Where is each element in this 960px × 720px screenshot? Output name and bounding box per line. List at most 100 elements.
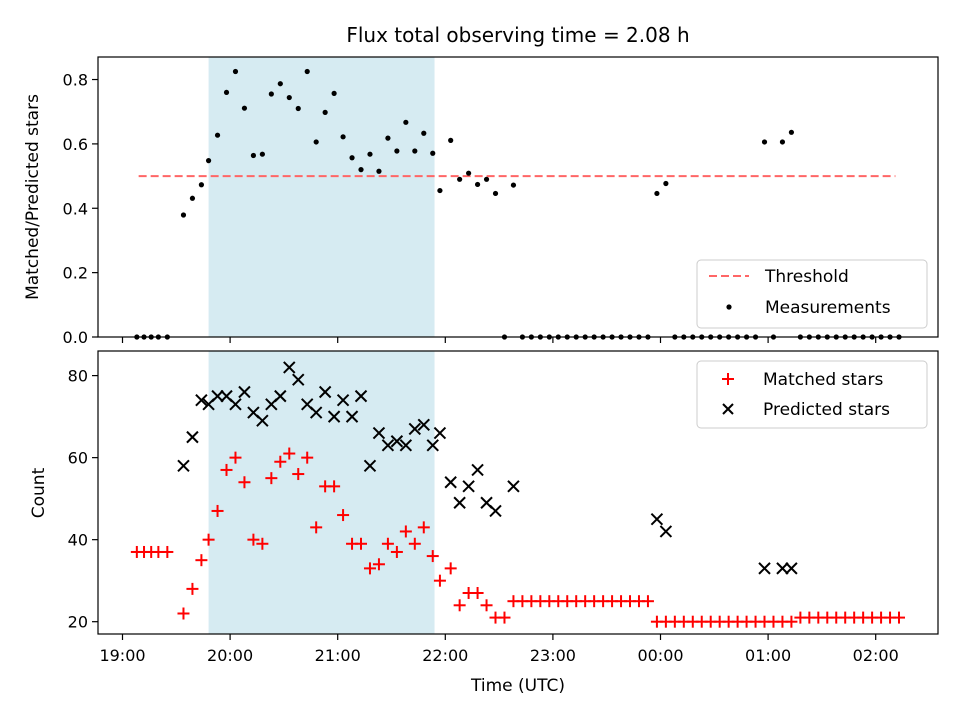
- measurement-point: [483, 176, 490, 182]
- measurement-point: [277, 81, 283, 87]
- top-shaded-span: [208, 57, 435, 337]
- measurement-point: [448, 137, 454, 143]
- measurement-point: [223, 89, 230, 96]
- bottom-axes-frame: [97, 350, 939, 635]
- measurement-point: [457, 176, 463, 182]
- matched-point: [247, 533, 260, 546]
- matched-point: [328, 480, 341, 493]
- matched-point: [256, 537, 269, 550]
- measurement-point: [663, 180, 669, 187]
- x-tick-label: 20:00: [207, 646, 253, 665]
- x-tick-label: 23:00: [530, 646, 576, 665]
- legend-threshold-label: Threshold: [764, 267, 849, 287]
- bottom-panel: 20 40 60 80 19:00 20:00 21:00 22:00 23:00 00:00 0…: [29, 350, 939, 696]
- y-tick-label: 0.6: [63, 135, 88, 154]
- legend-measurements-swatch: [726, 304, 732, 310]
- predicted-point: [363, 459, 377, 473]
- measurement-point: [358, 167, 364, 173]
- matched-point: [229, 451, 242, 464]
- predicted-point: [399, 439, 413, 452]
- measurement-point: [761, 139, 768, 145]
- measurement-point: [654, 190, 660, 197]
- measurement-point: [250, 152, 257, 159]
- measurement-point: [313, 139, 319, 145]
- matched-point: [274, 455, 287, 468]
- top-title: Flux total observing time = 2.08 h: [346, 23, 689, 47]
- bottom-x-axis: 19:00 20:00 21:00 22:00 23:00 00:00 01:00 02:00: [99, 634, 899, 665]
- predicted-point: [177, 459, 190, 473]
- predicted-point: [354, 389, 368, 403]
- top-legend: Threshold Measurements: [696, 259, 928, 329]
- measurement-point: [349, 155, 355, 161]
- y-tick-label: 80: [68, 367, 88, 386]
- measurement-point: [474, 181, 481, 188]
- predicted-point: [489, 504, 502, 518]
- measurement-point: [412, 148, 418, 154]
- matched-point: [202, 533, 215, 546]
- measurement-point: [430, 150, 436, 156]
- predicted-point: [507, 480, 520, 493]
- matched-point: [238, 476, 251, 489]
- x-tick-label: 01:00: [745, 646, 791, 665]
- legend-matched-swatch: [722, 373, 734, 385]
- x-tick-label: 02:00: [853, 646, 899, 665]
- measurement-point: [385, 135, 391, 141]
- predicted-point: [318, 385, 332, 399]
- legend-predicted-label: Predicted stars: [763, 400, 890, 420]
- predicted-point: [229, 398, 242, 411]
- measurement-point: [198, 182, 205, 188]
- y-tick-label: 0.4: [63, 199, 88, 218]
- matched-point: [310, 521, 323, 534]
- bottom-y-axis: 20 40 60 80: [68, 367, 98, 632]
- matched-point: [417, 521, 430, 534]
- predicted-point: [292, 373, 305, 386]
- matched-point: [893, 611, 906, 624]
- top-legend-box: [696, 259, 928, 329]
- measurement-point: [367, 151, 373, 157]
- top-axes-frame: [97, 56, 939, 338]
- predicted-point: [211, 389, 224, 403]
- matched-point: [453, 599, 466, 612]
- bottom-x-label: Time (UTC): [470, 676, 565, 696]
- predicted-point: [309, 406, 323, 419]
- predicted-point: [417, 418, 430, 432]
- measurement-point: [214, 132, 221, 138]
- predicted-point: [336, 394, 350, 407]
- measurement-point: [376, 168, 382, 174]
- bottom-legend-box: [696, 360, 928, 429]
- measurement-point: [788, 129, 795, 135]
- predicted-point: [238, 385, 251, 399]
- matched-point: [265, 472, 278, 485]
- predicted-point: [776, 562, 789, 575]
- matched-point: [498, 611, 511, 624]
- y-tick-label: 0.0: [63, 328, 88, 347]
- predicted-point: [327, 410, 341, 423]
- legend-matched-label: Matched stars: [763, 370, 883, 390]
- legend-predicted-swatch: [722, 403, 734, 415]
- predicted-point: [195, 394, 208, 407]
- matched-point: [177, 607, 190, 620]
- x-tick-label: 19:00: [99, 646, 145, 665]
- bottom-marks: [130, 361, 906, 628]
- matched-point: [426, 550, 439, 563]
- measurement-point: [510, 182, 517, 188]
- measurement-point: [322, 109, 328, 115]
- matched-point: [220, 463, 233, 476]
- predicted-point: [345, 410, 359, 423]
- matched-point: [292, 468, 305, 481]
- measurement-point: [331, 90, 337, 96]
- predicted-point: [390, 435, 404, 448]
- matched-point: [283, 447, 296, 460]
- matched-point: [390, 545, 403, 558]
- matched-point: [301, 451, 314, 464]
- predicted-point: [283, 361, 296, 374]
- measurement-point: [466, 170, 472, 176]
- measurement-point: [403, 119, 409, 125]
- top-x-axis: [121, 337, 877, 343]
- x-tick-label: 22:00: [422, 646, 468, 665]
- matched-point: [363, 562, 376, 575]
- measurement-point: [241, 105, 248, 111]
- measurement-point: [492, 190, 499, 197]
